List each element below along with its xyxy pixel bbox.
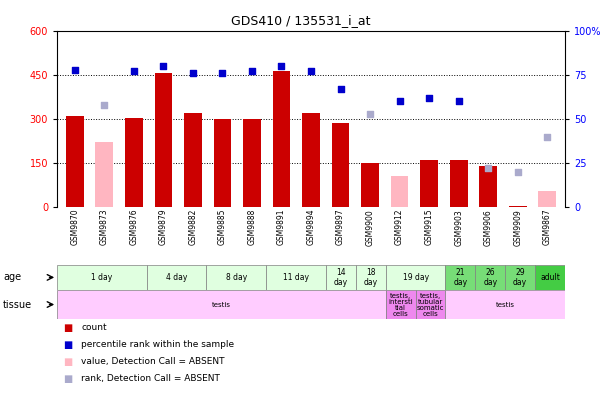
- Text: 18
day: 18 day: [364, 268, 378, 287]
- Bar: [57, 290, 386, 319]
- Bar: [475, 265, 505, 290]
- Text: GSM9891: GSM9891: [277, 209, 286, 246]
- Bar: [125, 118, 142, 207]
- Text: GSM9888: GSM9888: [248, 209, 257, 245]
- Point: [336, 86, 346, 92]
- Point: [100, 102, 109, 108]
- Bar: [326, 265, 356, 290]
- Text: GSM9912: GSM9912: [395, 209, 404, 246]
- Point: [159, 63, 168, 69]
- Bar: [445, 265, 475, 290]
- Text: percentile rank within the sample: percentile rank within the sample: [81, 340, 234, 349]
- Bar: [96, 143, 113, 207]
- Text: testis,
intersti
tial
cells: testis, intersti tial cells: [388, 293, 413, 316]
- Text: GSM9903: GSM9903: [454, 209, 463, 246]
- Point: [70, 67, 79, 73]
- Text: GSM9867: GSM9867: [543, 209, 552, 246]
- Text: GSM9885: GSM9885: [218, 209, 227, 246]
- Bar: [535, 265, 565, 290]
- Bar: [66, 116, 84, 207]
- Text: GSM9915: GSM9915: [425, 209, 433, 246]
- Bar: [207, 265, 266, 290]
- Bar: [361, 163, 379, 207]
- Text: 19 day: 19 day: [403, 273, 429, 282]
- Point: [424, 95, 434, 101]
- Point: [395, 98, 404, 105]
- Bar: [273, 70, 290, 207]
- Bar: [445, 290, 565, 319]
- Text: ■: ■: [63, 374, 72, 384]
- Bar: [332, 124, 349, 207]
- Text: 29
day: 29 day: [513, 268, 527, 287]
- Text: 14
day: 14 day: [334, 268, 348, 287]
- Point: [247, 68, 257, 74]
- Text: GSM9873: GSM9873: [100, 209, 109, 246]
- Bar: [213, 119, 231, 207]
- Text: 4 day: 4 day: [166, 273, 188, 282]
- Text: 1 day: 1 day: [91, 273, 112, 282]
- Bar: [386, 290, 415, 319]
- Bar: [505, 265, 535, 290]
- Text: rank, Detection Call = ABSENT: rank, Detection Call = ABSENT: [81, 374, 220, 383]
- Point: [483, 165, 493, 171]
- Text: GSM9879: GSM9879: [159, 209, 168, 246]
- Bar: [302, 113, 320, 207]
- Point: [276, 63, 286, 69]
- Text: value, Detection Call = ABSENT: value, Detection Call = ABSENT: [81, 357, 225, 366]
- Text: GSM9906: GSM9906: [484, 209, 493, 246]
- Text: GSM9870: GSM9870: [70, 209, 79, 246]
- Text: GDS410 / 135531_i_at: GDS410 / 135531_i_at: [231, 14, 370, 27]
- Bar: [266, 265, 326, 290]
- Text: GSM9897: GSM9897: [336, 209, 345, 246]
- Bar: [391, 176, 409, 207]
- Bar: [386, 265, 445, 290]
- Text: tissue: tissue: [3, 299, 32, 310]
- Text: ■: ■: [63, 340, 72, 350]
- Bar: [243, 119, 261, 207]
- Text: testis: testis: [496, 301, 514, 308]
- Point: [365, 110, 375, 117]
- Point: [543, 133, 552, 140]
- Bar: [154, 74, 172, 207]
- Text: GSM9876: GSM9876: [129, 209, 138, 246]
- Text: testis: testis: [212, 301, 231, 308]
- Text: GSM9900: GSM9900: [365, 209, 374, 246]
- Text: 26
day: 26 day: [483, 268, 497, 287]
- Text: age: age: [3, 272, 21, 282]
- Text: adult: adult: [540, 273, 560, 282]
- Bar: [450, 160, 468, 207]
- Text: testis,
tubular
somatic
cells: testis, tubular somatic cells: [416, 293, 444, 316]
- Text: GSM9882: GSM9882: [189, 209, 197, 245]
- Bar: [538, 191, 556, 207]
- Point: [188, 70, 198, 76]
- Point: [454, 98, 463, 105]
- Text: GSM9909: GSM9909: [513, 209, 522, 246]
- Text: count: count: [81, 323, 107, 332]
- Point: [513, 169, 522, 175]
- Bar: [147, 265, 207, 290]
- Text: 11 day: 11 day: [283, 273, 309, 282]
- Bar: [420, 160, 438, 207]
- Text: 21
day: 21 day: [453, 268, 468, 287]
- Point: [218, 70, 227, 76]
- Text: ■: ■: [63, 323, 72, 333]
- Bar: [57, 265, 147, 290]
- Text: GSM9894: GSM9894: [307, 209, 316, 246]
- Point: [129, 68, 139, 74]
- Bar: [509, 206, 526, 207]
- Bar: [480, 166, 497, 207]
- Text: ■: ■: [63, 357, 72, 367]
- Bar: [356, 265, 386, 290]
- Bar: [415, 290, 445, 319]
- Point: [306, 68, 316, 74]
- Text: 8 day: 8 day: [226, 273, 247, 282]
- Bar: [184, 113, 202, 207]
